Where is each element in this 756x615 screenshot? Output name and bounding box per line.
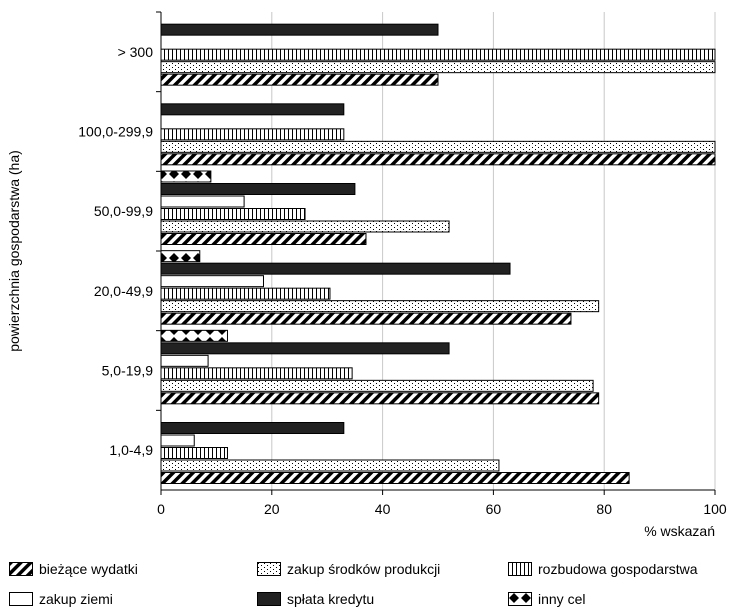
bar [160,287,331,300]
bar [160,392,600,405]
legend-swatch-vertical-icon [508,562,532,576]
legend-label: bieżące wydatki [39,561,138,577]
y-tick-label: 1,0-4,9 [109,442,153,458]
x-tick-label: 80 [596,501,612,517]
bar [160,459,500,472]
legend-swatch-dots-icon [257,562,281,576]
legend-label: spłata kredytu [287,591,375,607]
y-tick-label: 20,0-49,9 [94,283,153,299]
bar [160,434,195,447]
x-tick-label: 100 [703,501,727,517]
bar [160,233,367,245]
bar [160,300,600,313]
bar-chart: > 300 100,0-299,9 50,0-99,9 20,0-49,9 5,0-19… [6,11,727,539]
legend-item-splata-kredytu: spłata kredytu [257,591,374,607]
legend-swatch-solid-icon [257,592,281,606]
y-tick-label: 5,0-19,9 [102,363,154,379]
legend-label: rozbudowa gospodarstwa [538,561,698,577]
bar [160,250,201,263]
x-axis-title: % wskazań [644,523,715,539]
bar [160,312,572,325]
bar [160,170,212,183]
bar [160,61,716,74]
legend-label: zakup środków produkcji [287,561,441,577]
bar [160,183,356,195]
bar [160,73,439,86]
bar [160,103,345,116]
x-tick-label: 40 [375,501,391,517]
bar [160,379,594,392]
bar [160,354,209,367]
bar [160,342,450,355]
legend-item-zakup-ziemi: zakup ziemi [9,591,113,607]
y-tick-label: 50,0-99,9 [94,203,153,219]
bar [160,275,264,288]
y-tick-label: 100,0-299,9 [78,124,153,140]
bar [160,140,716,153]
legend-swatch-diamonds-icon [508,592,532,606]
bar [160,367,353,380]
legend-item-inny-cel: inny cel [508,591,585,607]
legend-item-rozbudowa-gospodarstwa: rozbudowa gospodarstwa [508,561,698,577]
x-tick-label: 20 [264,501,280,517]
legend-swatch-diagonal-icon [9,562,33,576]
y-axis-title: powierzchnia gospodarstwa (ha) [6,150,22,352]
bar [160,472,630,484]
legend-label: inny cel [538,591,586,607]
bar [160,422,345,434]
bar [160,220,450,233]
bar [160,208,306,220]
legend: bieżące wydatki zakup środków produkcji … [0,557,756,615]
bar [160,329,228,342]
legend-label: zakup ziemi [39,591,113,607]
legend-swatch-empty-icon [9,592,33,606]
x-tick-label: 60 [486,501,502,517]
bar [160,447,228,459]
y-tick-label: > 300 [118,44,154,60]
x-tick-label: 0 [157,501,165,517]
bar [160,48,716,61]
bar [160,128,345,141]
legend-item-zakup-srodkow-produkcji: zakup środków produkcji [257,561,440,577]
bar [160,23,439,36]
bar [160,153,716,166]
bar [160,262,511,275]
legend-item-biezace-wydatki: bieżące wydatki [9,561,138,577]
bar [160,195,245,208]
